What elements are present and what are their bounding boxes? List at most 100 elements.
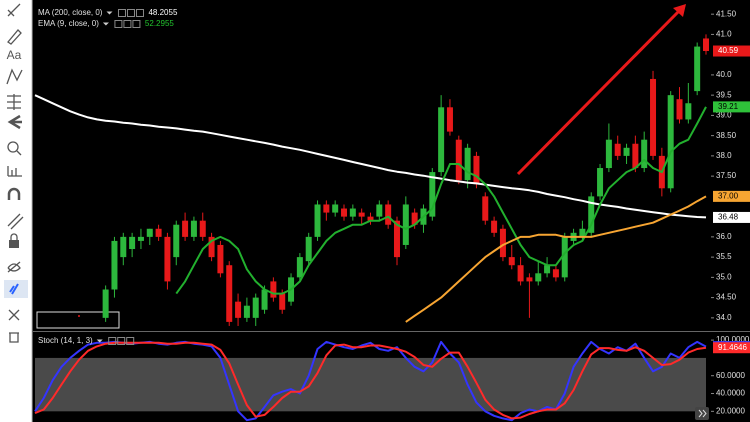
candle-body: [120, 236, 127, 258]
price-tag: [713, 211, 750, 223]
candle-body: [102, 289, 109, 318]
candle-body: [473, 155, 480, 185]
candle-body: [279, 293, 286, 310]
candle-body: [155, 228, 162, 237]
candle-body: [332, 204, 339, 213]
trend-tool[interactable]: [7, 3, 21, 17]
legend-button: [114, 20, 123, 28]
legend-button: [126, 9, 135, 17]
candle-body: [446, 107, 453, 132]
candle-body: [305, 236, 312, 262]
candle-body: [650, 78, 657, 156]
price-tag-label: 37.00: [718, 191, 739, 200]
candle-body: [685, 103, 692, 120]
legend-value: 52.2955: [145, 19, 174, 28]
candle-body: [429, 172, 436, 217]
price-tag-label: 36.48: [718, 213, 739, 222]
candle-body: [341, 208, 348, 217]
stoch-band: [35, 357, 706, 412]
zoom-tool[interactable]: [7, 141, 19, 153]
y-tick-label: 38.0: [716, 151, 732, 160]
y-tick-label: 41.50: [716, 9, 737, 18]
measure-tool[interactable]: [7, 166, 22, 177]
legend-button: [126, 337, 135, 345]
fib-tool[interactable]: [7, 94, 21, 110]
candle-body: [632, 143, 639, 169]
candle-body: [164, 236, 171, 282]
legend-button: [132, 20, 141, 28]
y-tick-label: 39.0: [716, 111, 732, 120]
legend-name: MA (200, close, 0): [38, 8, 103, 17]
candle-body: [111, 240, 118, 290]
candle-body: [243, 305, 250, 318]
candle-body: [376, 204, 383, 217]
candle-body: [614, 143, 621, 156]
y-tick-label: 100.0000: [716, 335, 750, 344]
scroll-icon: [698, 409, 707, 418]
candle-body: [182, 220, 189, 237]
candle-body: [296, 257, 303, 278]
lock-drawing[interactable]: [7, 213, 24, 230]
candle-body: [208, 236, 215, 258]
candle-body: [694, 46, 701, 92]
candle-body: [235, 301, 242, 318]
navigator-box: [36, 311, 120, 329]
y-tick-label: 38.50: [716, 131, 737, 140]
tools-tool[interactable]: [8, 309, 20, 321]
candle-body: [544, 265, 551, 274]
legend-button: [117, 337, 126, 345]
y-tick-label: 37.50: [716, 171, 737, 180]
legend-arrow: [102, 22, 109, 26]
y-tick-label: 34.0: [716, 313, 732, 322]
candle-body: [464, 147, 471, 181]
indicator-line: [34, 94, 707, 219]
panel-title: Stoch (14, 1, 3): [38, 336, 93, 345]
price-tag-label: 39.21: [718, 102, 739, 111]
y-tick-label: 20.0000: [716, 406, 745, 415]
legend-arrow: [106, 11, 113, 15]
candle-body: [438, 107, 445, 173]
candle-body: [137, 236, 144, 241]
candle-body: [173, 224, 180, 258]
link-tool[interactable]: [9, 283, 19, 295]
candle-body: [393, 220, 400, 258]
candle-body: [561, 236, 568, 278]
indicator-line: [405, 195, 707, 323]
price-tag: [713, 45, 750, 57]
candle-body: [623, 147, 630, 156]
candle-body: [129, 236, 136, 250]
y-tick-label: 60.0000: [716, 371, 745, 380]
candle-body: [491, 220, 498, 233]
brush-tool[interactable]: [7, 29, 22, 45]
candle-body: [703, 38, 709, 52]
lock-tool[interactable]: [9, 240, 19, 248]
hide-tool[interactable]: [7, 261, 21, 273]
delete-tool[interactable]: [9, 332, 19, 343]
candle-body: [349, 208, 356, 217]
text-tool[interactable]: Aa: [7, 48, 22, 62]
candle-body: [217, 244, 224, 274]
price-tag-label: 40.59: [718, 46, 739, 55]
y-tick-label: 36.0: [716, 232, 732, 241]
pattern-tool[interactable]: [6, 68, 23, 85]
y-tick-label: 35.0: [716, 272, 732, 281]
candle-body: [526, 277, 533, 282]
price-tag: [713, 190, 750, 202]
y-tick-label: 40.0: [716, 70, 732, 79]
candle-body: [358, 212, 365, 217]
back-tool[interactable]: [7, 114, 22, 130]
magnet-tool[interactable]: [7, 187, 21, 200]
annotation-arrowhead: [673, 4, 686, 17]
price-tag: [713, 101, 750, 113]
candle-body: [411, 212, 418, 225]
candle-body: [597, 168, 604, 197]
candle-body: [535, 273, 542, 282]
navigator-dot: [78, 315, 80, 317]
candle-body: [552, 269, 559, 278]
y-tick-label: 41.0: [716, 30, 732, 39]
candle-body: [367, 216, 374, 221]
candle-body: [146, 228, 153, 237]
legend-arrow: [96, 339, 103, 343]
indicator-line: [175, 106, 707, 295]
